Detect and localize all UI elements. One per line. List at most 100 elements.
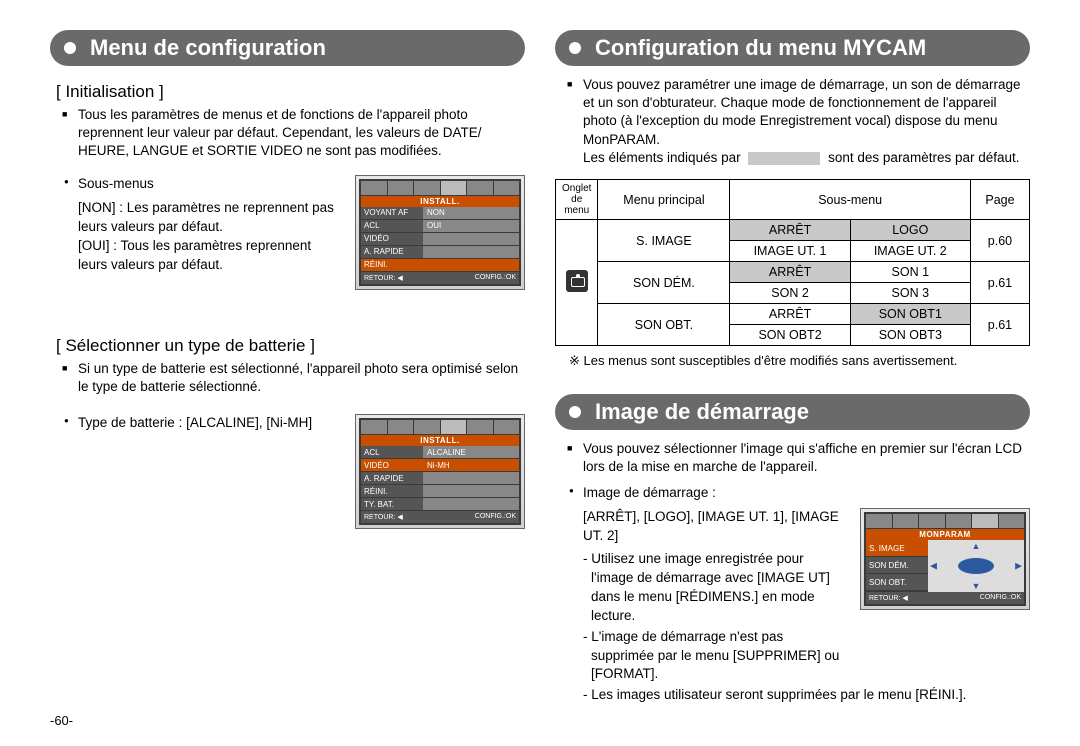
table-row: SON DÉM.ARRÊTSON 1p.61 [556, 262, 1030, 283]
section-title-battery: [ Sélectionner un type de batterie ] [56, 336, 525, 356]
init-opt-oui: [OUI] : Tous les paramètres reprennent l… [50, 237, 343, 275]
lcd-tab-icon [361, 420, 387, 434]
lcd-title: INSTALL. [361, 435, 519, 446]
th-page: Page [970, 180, 1029, 220]
lcd-tab-icon [388, 420, 414, 434]
section-title-init: [ Initialisation ] [56, 82, 525, 102]
battery-intro: Si un type de batterie est sélectionné, … [50, 360, 525, 396]
right-column: Configuration du menu MYCAM Vous pouvez … [555, 30, 1030, 710]
lcd-row: A. RAPIDE [361, 246, 519, 259]
cell-page: p.61 [970, 304, 1029, 346]
mycam-menu-table: Onglet de menu Menu principal Sous-menu … [555, 179, 1030, 346]
lcd-row: VIDÉO [361, 233, 519, 246]
lcd-row: SON DÉM. [866, 557, 928, 574]
cell-submenu: SON OBT3 [850, 325, 970, 346]
lcd-row-value [423, 498, 519, 511]
th-menu-principal: Menu principal [598, 180, 730, 220]
startup-options: [ARRÊT], [LOGO], [IMAGE UT. 1], [IMAGE U… [555, 508, 848, 546]
lcd-row: TY. BAT. [361, 498, 519, 511]
cell-page: p.60 [970, 220, 1029, 262]
lcd-row: RÉINI. [361, 259, 519, 272]
lcd-row-label: ACL [361, 446, 423, 459]
lcd-row: VOYANT AFNON [361, 207, 519, 220]
lcd-row-label: RÉINI. [361, 259, 423, 272]
lcd-row-label: S. IMAGE [866, 540, 928, 557]
lcd-row-value [423, 233, 519, 246]
lcd-row: VIDÉONi-MH [361, 459, 519, 472]
header-image-demarrage: Image de démarrage [555, 394, 1030, 430]
lcd-tab-icon [999, 514, 1025, 528]
lcd-row-label: A. RAPIDE [361, 472, 423, 485]
lcd-footer-right: CONFIG.:OK [475, 513, 516, 521]
lcd-preview-area: ▲ ▼ ◀ ▶ [928, 540, 1024, 592]
lcd-tab-icon [866, 514, 892, 528]
lcd-tab-icon [946, 514, 972, 528]
table-row: S. IMAGEARRÊTLOGOp.60 [556, 220, 1030, 241]
lcd-row-value [423, 485, 519, 498]
cell-submenu: SON OBT2 [730, 325, 850, 346]
table-row: SON OBT.ARRÊTSON OBT1p.61 [556, 304, 1030, 325]
battery-types: Type de batterie : [ALCALINE], [Ni-MH] [50, 414, 343, 432]
header-text: Menu de configuration [90, 35, 326, 61]
cell-submenu: ARRÊT [730, 220, 850, 241]
lcd-tab-icon [441, 181, 467, 195]
cell-submenu: LOGO [850, 220, 970, 241]
cell-submenu: SON 2 [730, 283, 850, 304]
lcd-row-value [423, 472, 519, 485]
lcd-tab-icon [441, 420, 467, 434]
mycam-intro: Vous pouvez paramétrer une image de déma… [555, 76, 1030, 167]
lcd-row-value [423, 246, 519, 259]
startup-note-3: - Les images utilisateur seront supprimé… [583, 686, 1030, 705]
th-sous-menu: Sous-menu [730, 180, 971, 220]
init-intro: Tous les paramètres de menus et de fonct… [50, 106, 525, 161]
lcd-row-label: VIDÉO [361, 233, 423, 246]
tab-icon-cell [556, 220, 598, 346]
lcd-tab-icon [494, 181, 520, 195]
header-text: Configuration du menu MYCAM [595, 35, 926, 61]
cell-submenu: ARRÊT [730, 262, 850, 283]
samsung-logo-icon [958, 558, 994, 574]
lcd-tab-icon [467, 181, 493, 195]
lcd-row-label: ACL [361, 220, 423, 233]
lcd-tab-icon [467, 420, 493, 434]
lcd-row-label: VOYANT AF [361, 207, 423, 220]
startup-note-2: - L'image de démarrage n'est pas supprim… [583, 628, 848, 685]
lcd-tab-icon [388, 181, 414, 195]
arrow-up-icon: ▲ [972, 541, 981, 551]
lcd-row-value [423, 259, 519, 272]
startup-note-1: - Utilisez une image enregistrée pour l'… [583, 550, 848, 626]
lcd-screenshot-init: INSTALL. VOYANT AFNONACLOUIVIDÉOA. RAPID… [355, 175, 525, 290]
th-onglet: Onglet de menu [556, 180, 598, 220]
cell-submenu: SON 1 [850, 262, 970, 283]
startup-label: Image de démarrage : [555, 484, 1030, 502]
arrow-left-icon: ◀ [930, 561, 937, 572]
page-number: -60- [50, 713, 73, 728]
arrow-right-icon: ▶ [1015, 561, 1022, 572]
lcd-row-label: VIDÉO [361, 459, 423, 472]
lcd-title: MONPARAM [866, 529, 1024, 540]
lcd-tab-icon [414, 420, 440, 434]
lcd-tab-icon [893, 514, 919, 528]
lcd-footer-left: RETOUR: ◀ [364, 513, 403, 521]
cell-submenu: IMAGE UT. 1 [730, 241, 850, 262]
header-mycam: Configuration du menu MYCAM [555, 30, 1030, 66]
lcd-row-label: SON DÉM. [866, 557, 928, 574]
lcd-tab-icon [972, 514, 998, 528]
startup-intro: Vous pouvez sélectionner l'image qui s'a… [555, 440, 1030, 476]
cell-submenu: SON 3 [850, 283, 970, 304]
lcd-title: INSTALL. [361, 196, 519, 207]
lcd-row-value: OUI [423, 220, 519, 233]
lcd-row: ACLOUI [361, 220, 519, 233]
lcd-footer-right: CONFIG.:OK [475, 274, 516, 282]
lcd-row-label: A. RAPIDE [361, 246, 423, 259]
left-column: Menu de configuration [ Initialisation ]… [50, 30, 525, 710]
init-opt-non: [NON] : Les paramètres ne reprennent pas… [50, 199, 343, 237]
header-menu-config: Menu de configuration [50, 30, 525, 66]
cell-submenu: ARRÊT [730, 304, 850, 325]
lcd-row-value: Ni-MH [423, 459, 519, 472]
lcd-row: ACLALCALINE [361, 446, 519, 459]
default-indicator-icon [748, 152, 820, 165]
lcd-footer-left: RETOUR: ◀ [869, 594, 908, 602]
sous-menus-label: Sous-menus [50, 175, 343, 193]
lcd-row: SON OBT. [866, 574, 928, 591]
